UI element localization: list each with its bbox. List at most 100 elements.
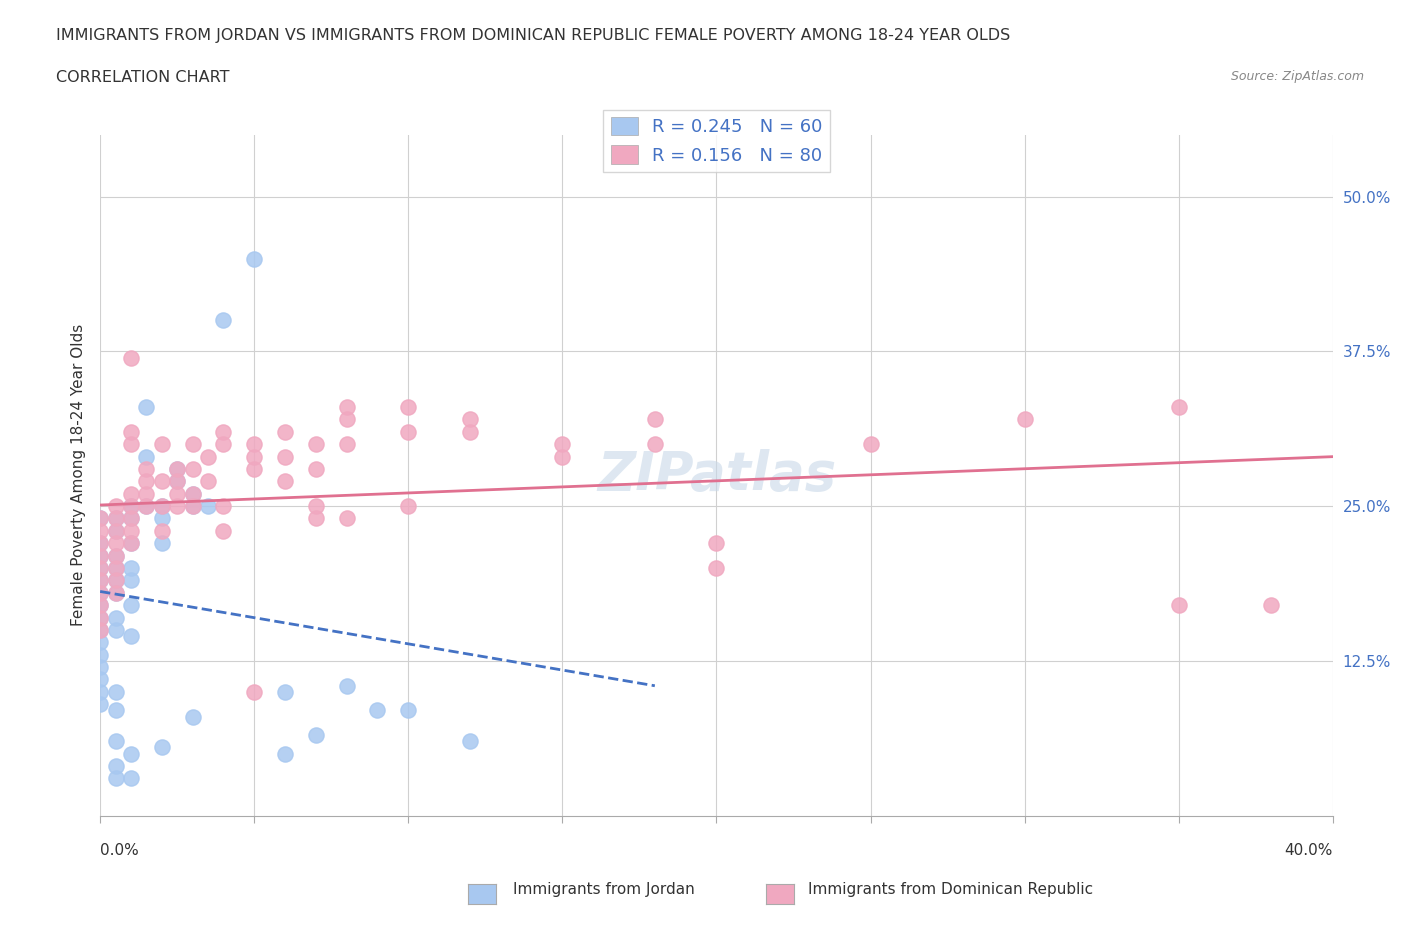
Point	[120, 486, 142, 501]
Point	[336, 512, 359, 526]
Text: Immigrants from Jordan: Immigrants from Jordan	[513, 883, 695, 897]
Point	[104, 512, 127, 526]
Point	[89, 697, 111, 711]
Point	[104, 548, 127, 563]
Point	[104, 573, 127, 588]
Point	[305, 437, 328, 452]
Point	[274, 684, 297, 699]
Point	[104, 524, 127, 538]
Point	[458, 734, 481, 749]
Point	[197, 474, 219, 489]
Point	[366, 703, 388, 718]
Point	[336, 437, 359, 452]
Point	[89, 622, 111, 637]
Point	[551, 437, 574, 452]
Point	[243, 251, 266, 266]
Point	[135, 498, 157, 513]
Point	[89, 684, 111, 699]
Point	[305, 727, 328, 742]
Point	[396, 400, 419, 415]
Point	[135, 474, 157, 489]
Point	[120, 524, 142, 538]
Point	[181, 461, 204, 476]
Point	[212, 524, 235, 538]
Point	[212, 313, 235, 328]
Point	[135, 449, 157, 464]
Point	[89, 573, 111, 588]
Point	[181, 498, 204, 513]
Point	[104, 759, 127, 774]
Text: 40.0%: 40.0%	[1285, 843, 1333, 857]
Point	[120, 771, 142, 786]
Point	[336, 412, 359, 427]
Point	[150, 474, 173, 489]
Text: 0.0%: 0.0%	[100, 843, 139, 857]
Point	[181, 437, 204, 452]
Point	[89, 610, 111, 625]
Point	[89, 672, 111, 687]
Point	[120, 598, 142, 613]
Point	[859, 437, 882, 452]
Point	[120, 498, 142, 513]
Text: IMMIGRANTS FROM JORDAN VS IMMIGRANTS FROM DOMINICAN REPUBLIC FEMALE POVERTY AMON: IMMIGRANTS FROM JORDAN VS IMMIGRANTS FRO…	[56, 28, 1011, 43]
Point	[706, 536, 728, 551]
Text: ZIPatlas: ZIPatlas	[598, 449, 837, 501]
Point	[89, 585, 111, 600]
Point	[1167, 598, 1189, 613]
Text: Source: ZipAtlas.com: Source: ZipAtlas.com	[1230, 70, 1364, 83]
Point	[89, 622, 111, 637]
Text: Immigrants from Dominican Republic: Immigrants from Dominican Republic	[808, 883, 1094, 897]
Point	[181, 709, 204, 724]
Point	[458, 424, 481, 439]
Point	[120, 561, 142, 576]
Point	[89, 598, 111, 613]
Point	[305, 512, 328, 526]
Point	[150, 512, 173, 526]
Legend: R = 0.245   N = 60, R = 0.156   N = 80: R = 0.245 N = 60, R = 0.156 N = 80	[603, 110, 830, 172]
Point	[166, 486, 188, 501]
Point	[120, 498, 142, 513]
Point	[181, 486, 204, 501]
Point	[150, 498, 173, 513]
Point	[104, 512, 127, 526]
Point	[120, 573, 142, 588]
Point	[150, 524, 173, 538]
Point	[166, 474, 188, 489]
Point	[166, 474, 188, 489]
Point	[305, 498, 328, 513]
Point	[104, 585, 127, 600]
Point	[89, 536, 111, 551]
Point	[644, 437, 666, 452]
Point	[120, 350, 142, 365]
Point	[396, 498, 419, 513]
Point	[150, 536, 173, 551]
Point	[89, 548, 111, 563]
Point	[104, 548, 127, 563]
Point	[212, 437, 235, 452]
Point	[104, 498, 127, 513]
Point	[104, 524, 127, 538]
Point	[89, 561, 111, 576]
Point	[104, 573, 127, 588]
Point	[89, 548, 111, 563]
Point	[212, 498, 235, 513]
Point	[104, 684, 127, 699]
Point	[89, 536, 111, 551]
Point	[104, 610, 127, 625]
Point	[458, 412, 481, 427]
Point	[1014, 412, 1036, 427]
Point	[243, 449, 266, 464]
Point	[305, 461, 328, 476]
Point	[706, 561, 728, 576]
Point	[104, 536, 127, 551]
Point	[274, 424, 297, 439]
Point	[120, 512, 142, 526]
Point	[336, 400, 359, 415]
Point	[104, 771, 127, 786]
Point	[150, 437, 173, 452]
Point	[135, 461, 157, 476]
Point	[551, 449, 574, 464]
Point	[104, 585, 127, 600]
Point	[104, 622, 127, 637]
Point	[89, 598, 111, 613]
